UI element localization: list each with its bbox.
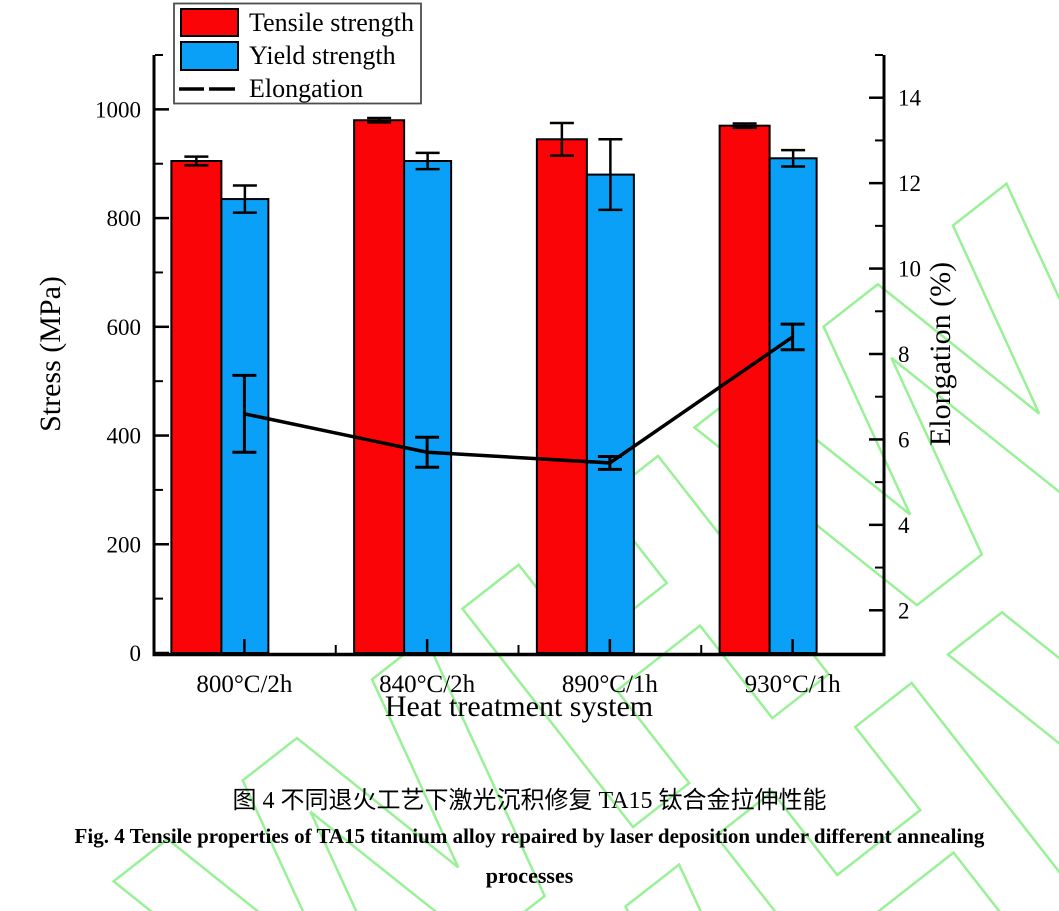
x-axis-title: Heat treatment system — [385, 690, 653, 723]
right-tick-label: 8 — [898, 342, 910, 367]
series-elongation — [232, 322, 805, 471]
series-tensile-strength — [170, 116, 771, 655]
right-tick-label: 12 — [898, 171, 921, 196]
right-tick-label: 10 — [898, 257, 921, 282]
elongation-line — [244, 335, 794, 465]
right-axis-ticks: 2 4 6 8 10 12 14 — [869, 54, 922, 623]
left-tick-label: 1000 — [95, 97, 141, 122]
bar-tensile-strength-890-c-1h — [535, 138, 588, 655]
right-tick-label: 2 — [898, 598, 910, 623]
left-tick-label: 200 — [107, 532, 142, 557]
bar-tensile-strength-800-c-2h — [170, 160, 223, 654]
caption-english-line1: Fig. 4 Tensile properties of TA15 titani… — [74, 824, 985, 848]
right-tick-label: 4 — [898, 513, 910, 538]
x-axis-ticks: 800°C/2h 840°C/2h 890°C/1h 930°C/1h — [196, 639, 841, 698]
bar-yield-strength-840-c-2h — [403, 160, 453, 654]
x-category-label: 890°C/1h — [562, 671, 659, 698]
x-category-label: 930°C/1h — [745, 671, 842, 698]
caption-english-line2: processes — [485, 863, 574, 888]
left-tick-label: 800 — [107, 206, 142, 231]
legend-swatch-yield-strength — [180, 41, 239, 71]
left-tick-label: 400 — [107, 424, 142, 449]
bar-tensile-strength-930-c-1h — [718, 124, 771, 654]
left-tick-label: 0 — [130, 641, 142, 666]
x-category-label: 840°C/2h — [379, 671, 476, 698]
legend: Tensile strength Yield strength Elongation — [173, 2, 422, 105]
legend-label: Tensile strength — [249, 8, 414, 37]
bar-yield-strength-890-c-1h — [585, 173, 635, 654]
tensile-properties-chart: 0 200 400 600 800 1000 2 4 6 8 10 12 14 800°C/2h 840°C… — [34, 2, 957, 723]
legend-label: Elongation — [249, 74, 363, 103]
x-category-label: 800°C/2h — [196, 671, 293, 698]
right-axis-title: Elongation (%) — [924, 262, 957, 446]
left-axis-title: Stress (MPa) — [34, 276, 67, 432]
legend-swatch-tensile-strength — [180, 8, 239, 37]
series-yield-strength — [220, 138, 818, 654]
left-axis-ticks: 0 200 400 600 800 1000 — [95, 54, 169, 666]
axes — [152, 55, 886, 657]
legend-label: Yield strength — [249, 41, 396, 70]
left-tick-label: 600 — [107, 315, 142, 340]
right-tick-label: 6 — [898, 427, 910, 452]
right-tick-label: 14 — [898, 86, 922, 111]
bar-tensile-strength-840-c-2h — [353, 119, 406, 654]
caption-chinese: 图 4 不同退火工艺下激光沉积修复 TA15 钛合金拉伸性能 — [232, 788, 827, 814]
bar-yield-strength-930-c-1h — [768, 157, 818, 654]
